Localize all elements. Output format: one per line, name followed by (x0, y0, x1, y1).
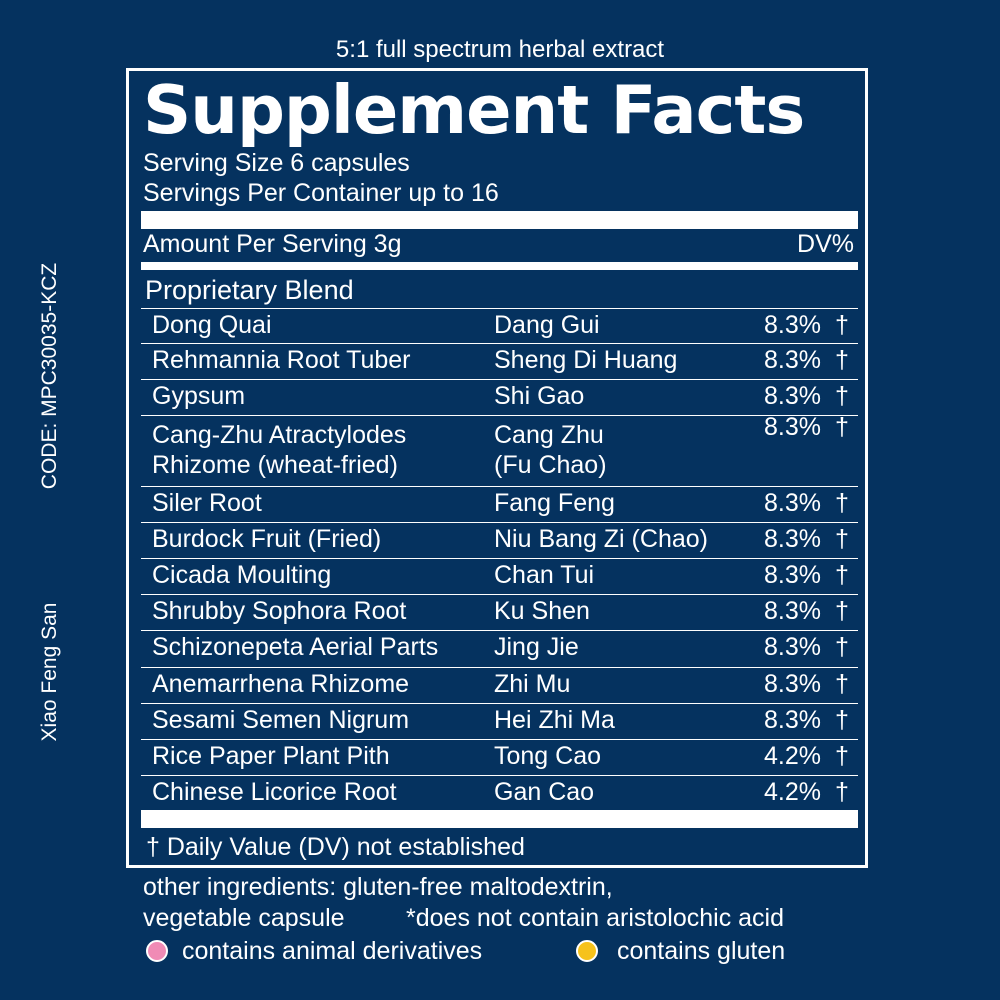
animal-derivatives-dot-icon (146, 940, 168, 962)
ingredient-pinyin: Jing Jie (494, 633, 579, 661)
ingredient-name: Sesami Semen Nigrum (152, 706, 410, 734)
dagger-mark: † (835, 413, 849, 441)
aristolochic-note: *does not contain aristolochic acid (406, 904, 785, 932)
dagger-mark: † (835, 311, 849, 339)
dagger-mark: † (835, 742, 849, 770)
dagger-mark: † (835, 597, 849, 625)
serving-size: Serving Size 6 capsules (143, 149, 410, 177)
ingredient-pinyin: Niu Bang Zi (Chao) (494, 525, 708, 553)
ingredient-name-cont: Rhizome (wheat-fried) (152, 451, 398, 479)
other-ingredients-line-2: vegetable capsule (143, 904, 345, 932)
dagger-mark: † (835, 706, 849, 734)
ingredient-pinyin: Sheng Di Huang (494, 346, 678, 374)
ingredient-dv: 8.3% (764, 489, 821, 517)
dagger-mark: † (835, 561, 849, 589)
ingredient-name: Gypsum (152, 382, 246, 410)
ingredient-row: Sesami Semen Nigrum Hei Zhi Ma 8.3% † (141, 703, 858, 740)
ingredient-name: Rehmannia Root Tuber (152, 346, 411, 374)
dagger-mark: † (835, 489, 849, 517)
ingredient-row: Gypsum Shi Gao 8.3% † (141, 379, 858, 416)
ingredient-pinyin: Gan Cao (494, 778, 595, 806)
panel-title: Supplement Facts (143, 71, 805, 149)
ingredient-row: Rice Paper Plant Pith Tong Cao 4.2% † (141, 739, 858, 776)
dagger-mark: † (835, 670, 849, 698)
ingredient-dv: 4.2% (764, 778, 821, 806)
ingredient-name: Schizonepeta Aerial Parts (152, 633, 439, 661)
ingredient-dv: 8.3% (764, 670, 821, 698)
ingredient-dv: 4.2% (764, 742, 821, 770)
supplement-facts-panel (126, 68, 868, 868)
ingredient-name: Shrubby Sophora Root (152, 597, 407, 625)
dagger-mark: † (835, 525, 849, 553)
dagger-mark: † (835, 633, 849, 661)
dagger-mark: † (835, 382, 849, 410)
ingredient-dv: 8.3% (764, 346, 821, 374)
dagger-mark: † (835, 346, 849, 374)
ingredient-dv: 8.3% (764, 597, 821, 625)
ingredient-name: Cicada Moulting (152, 561, 332, 589)
ingredient-name: Chinese Licorice Root (152, 778, 397, 806)
dv-footnote: † Daily Value (DV) not established (146, 833, 525, 861)
ingredient-row: Shrubby Sophora Root Ku Shen 8.3% † (141, 594, 858, 631)
thick-divider-top (141, 211, 858, 229)
ingredient-pinyin: Zhi Mu (494, 670, 571, 698)
ingredient-row: Chinese Licorice Root Gan Cao 4.2% † (141, 775, 858, 811)
formula-name: Xiao Feng San (38, 602, 61, 742)
dv-header: DV% (797, 230, 854, 258)
ingredient-dv: 8.3% (764, 311, 821, 339)
ingredient-dv: 8.3% (764, 706, 821, 734)
ingredient-dv: 8.3% (764, 413, 821, 441)
ingredient-name: Anemarrhena Rhizome (152, 670, 410, 698)
ingredient-pinyin: Chan Tui (494, 561, 595, 589)
thick-divider-bottom (141, 810, 858, 828)
amount-per-serving: Amount Per Serving 3g (143, 230, 402, 258)
proprietary-blend-label: Proprietary Blend (145, 275, 354, 305)
ingredient-dv: 8.3% (764, 382, 821, 410)
product-code: CODE: MPC30035-KCZ (38, 262, 61, 490)
gluten-dot-icon (576, 940, 598, 962)
medium-divider (141, 262, 858, 270)
ingredient-name: Rice Paper Plant Pith (152, 742, 390, 770)
ingredient-pinyin: Dang Gui (494, 311, 600, 339)
ingredient-pinyin: Hei Zhi Ma (494, 706, 615, 734)
ingredient-row: Siler Root Fang Feng 8.3% † (141, 486, 858, 523)
dagger-mark: † (835, 778, 849, 806)
ingredient-row: Burdock Fruit (Fried) Niu Bang Zi (Chao) 8… (141, 522, 858, 559)
ingredient-row: Dong Quai Dang Gui 8.3% † (141, 308, 858, 344)
ingredient-name: Burdock Fruit (Fried) (152, 525, 382, 553)
ingredient-dv: 8.3% (764, 633, 821, 661)
ingredient-row: Schizonepeta Aerial Parts Jing Jie 8.3% † (141, 630, 858, 668)
ingredient-dv: 8.3% (764, 525, 821, 553)
ingredient-pinyin: Ku Shen (494, 597, 590, 625)
gluten-label: contains gluten (617, 937, 786, 965)
servings-per-container: Servings Per Container up to 16 (143, 179, 499, 207)
ingredient-row: Cicada Moulting Chan Tui 8.3% † (141, 558, 858, 595)
other-ingredients-line-1: other ingredients: gluten-free maltodext… (143, 873, 613, 901)
ingredient-pinyin-cont: (Fu Chao) (494, 451, 607, 479)
tagline: 5:1 full spectrum herbal extract (335, 36, 665, 63)
ingredient-pinyin: Tong Cao (494, 742, 602, 770)
ingredient-pinyin: Cang Zhu (494, 421, 604, 449)
ingredient-name: Siler Root (152, 489, 262, 517)
ingredient-dv: 8.3% (764, 561, 821, 589)
ingredient-name: Cang-Zhu Atractylodes (152, 421, 407, 449)
ingredient-pinyin: Fang Feng (494, 489, 615, 517)
ingredient-row: Cang-Zhu Atractylodes Rhizome (wheat-frie… (141, 413, 858, 487)
animal-derivatives-label: contains animal derivatives (182, 937, 483, 965)
ingredient-row: Rehmannia Root Tuber Sheng Di Huang 8.3% † (141, 343, 858, 380)
ingredient-name: Dong Quai (152, 311, 272, 339)
ingredient-pinyin: Shi Gao (494, 382, 585, 410)
ingredient-row: Anemarrhena Rhizome Zhi Mu 8.3% † (141, 667, 858, 704)
